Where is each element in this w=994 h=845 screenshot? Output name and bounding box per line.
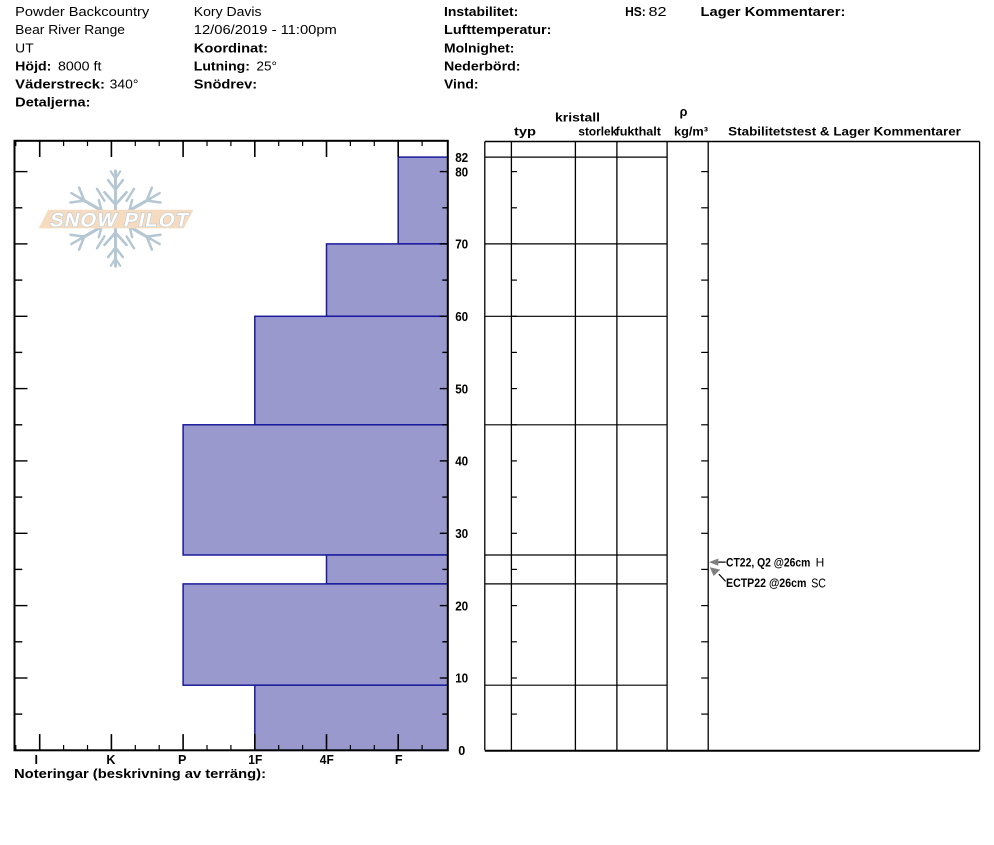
svg-text:40: 40: [455, 455, 468, 469]
svg-text:ρ: ρ: [680, 105, 688, 119]
svg-text:kristall: kristall: [555, 110, 600, 124]
svg-text:K: K: [106, 753, 115, 767]
svg-text:12/06/2019 - 11:00pm: 12/06/2019 - 11:00pm: [194, 22, 337, 37]
svg-text:SNOW PILOT: SNOW PILOT: [48, 210, 192, 232]
svg-text:typ: typ: [514, 125, 536, 139]
svg-text:Lager Kommentarer:: Lager Kommentarer:: [701, 4, 846, 19]
svg-text:8000 ft: 8000 ft: [58, 58, 102, 73]
svg-text:HS:: HS:: [625, 4, 646, 19]
svg-text:Snödrev:: Snödrev:: [194, 77, 257, 92]
svg-text:Lufttemperatur:: Lufttemperatur:: [444, 22, 552, 37]
svg-text:Molnighet:: Molnighet:: [444, 40, 514, 55]
svg-text:10: 10: [455, 672, 468, 686]
svg-text:340°: 340°: [110, 77, 139, 92]
svg-text:82: 82: [649, 4, 667, 19]
svg-text:4F: 4F: [320, 753, 334, 767]
svg-text:Lutning:: Lutning:: [194, 58, 250, 73]
svg-text:50: 50: [455, 382, 468, 396]
svg-text:CT22, Q2 @26cm: CT22, Q2 @26cm: [726, 555, 810, 569]
svg-text:fukthalt: fukthalt: [616, 125, 662, 139]
svg-text:1F: 1F: [248, 753, 262, 767]
svg-text:20: 20: [455, 599, 468, 613]
svg-text:0: 0: [458, 744, 465, 758]
svg-text:70: 70: [455, 238, 468, 252]
svg-text:kg/m³: kg/m³: [674, 125, 708, 139]
svg-text:Bear River Range: Bear River Range: [15, 22, 125, 37]
svg-text:Höjd:: Höjd:: [15, 58, 51, 73]
svg-text:30: 30: [455, 527, 468, 541]
svg-text:Stabilitetstest & Lager Kommen: Stabilitetstest & Lager Kommentarer: [728, 125, 961, 139]
svg-text:I: I: [34, 753, 38, 767]
svg-text:80: 80: [455, 165, 468, 179]
svg-text:Nederbörd:: Nederbörd:: [444, 58, 521, 73]
svg-text:Vind:: Vind:: [444, 77, 479, 92]
svg-text:ECTP22 @26cm: ECTP22 @26cm: [726, 576, 806, 590]
svg-text:SC: SC: [811, 576, 826, 590]
svg-text:UT: UT: [15, 40, 34, 55]
svg-text:60: 60: [455, 310, 468, 324]
svg-text:F: F: [395, 753, 403, 767]
svg-text:Väderstreck:: Väderstreck:: [15, 77, 105, 92]
svg-text:Koordinat:: Koordinat:: [194, 40, 268, 55]
svg-text:P: P: [178, 753, 186, 767]
svg-text:Kory Davis: Kory Davis: [194, 4, 262, 19]
svg-text:Powder Backcountry: Powder Backcountry: [15, 4, 149, 19]
svg-text:H: H: [816, 556, 825, 570]
svg-text:82: 82: [455, 151, 468, 165]
svg-text:Noteringar (beskrivning av ter: Noteringar (beskrivning av terräng):: [14, 766, 266, 781]
svg-text:Detaljerna:: Detaljerna:: [15, 95, 90, 110]
svg-text:25°: 25°: [256, 58, 277, 73]
svg-text:Instabilitet:: Instabilitet:: [444, 4, 518, 19]
svg-text:storlek: storlek: [578, 125, 617, 139]
